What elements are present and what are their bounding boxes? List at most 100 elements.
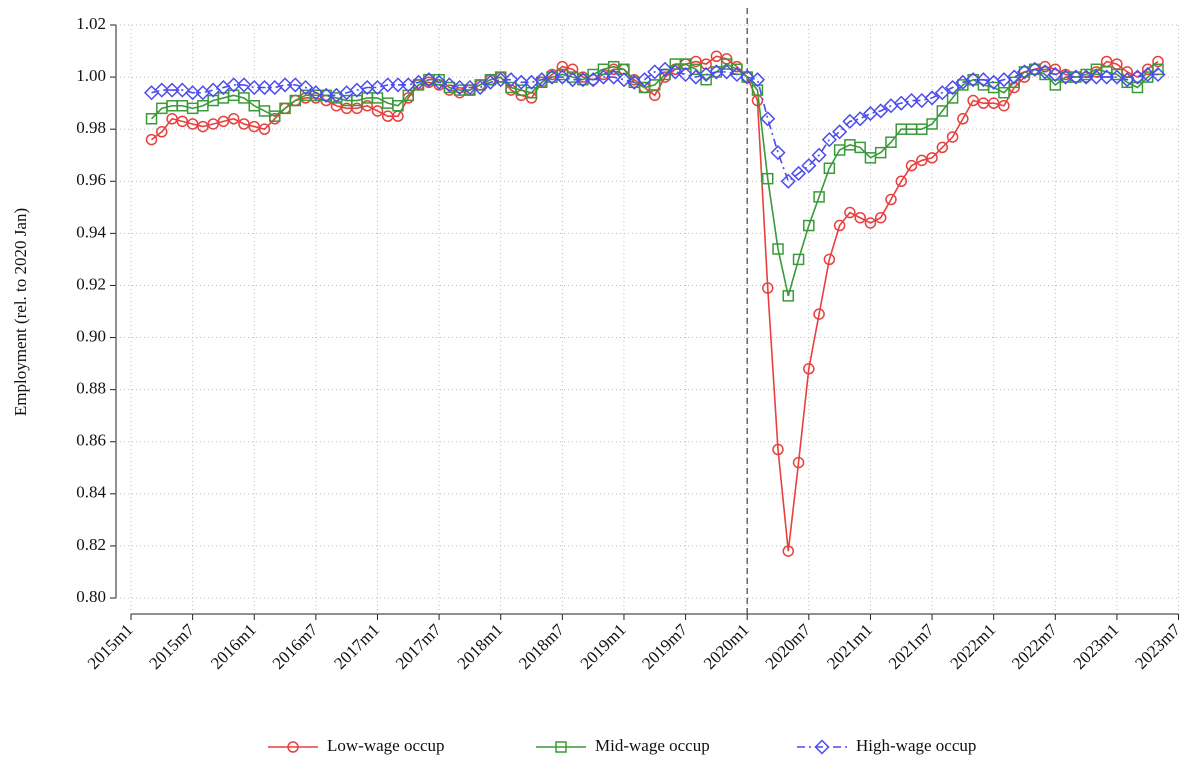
x-tick-label: 2023m7 — [1131, 620, 1180, 673]
x-tick-label: 2017m1 — [330, 620, 383, 673]
legend-label: Mid-wage occup — [595, 736, 710, 755]
marker — [554, 69, 570, 85]
marker — [1131, 81, 1144, 94]
marker — [513, 74, 529, 90]
marker — [852, 111, 868, 127]
marker — [1039, 68, 1051, 81]
marker — [780, 173, 796, 189]
marker — [269, 110, 281, 122]
marker — [351, 102, 363, 115]
y-tick-label: 0.80 — [76, 587, 106, 606]
marker — [719, 64, 735, 80]
marker — [821, 132, 837, 148]
marker — [854, 141, 866, 154]
marker — [227, 113, 240, 125]
x-tick-label: 2022m7 — [1008, 620, 1061, 673]
marker — [1141, 71, 1154, 83]
x-tick-label: 2020m7 — [762, 620, 815, 673]
marker — [452, 79, 468, 96]
marker — [392, 99, 404, 112]
x-tick-label: 2018m1 — [453, 620, 506, 673]
marker — [792, 253, 805, 266]
marker — [248, 120, 260, 133]
y-axis-label: Employment (rel. to 2020 Jan) — [11, 208, 30, 416]
marker — [279, 102, 291, 115]
marker — [965, 72, 981, 88]
marker — [1047, 66, 1063, 83]
marker — [154, 82, 170, 98]
x-tick-label: 2017m7 — [392, 620, 445, 673]
marker — [1049, 79, 1062, 91]
marker — [462, 79, 478, 96]
marker — [616, 72, 632, 88]
marker — [885, 136, 897, 148]
marker — [708, 64, 724, 80]
marker — [690, 63, 702, 76]
marker — [1027, 61, 1043, 77]
marker — [207, 118, 219, 130]
marker — [803, 363, 815, 375]
marker — [926, 118, 938, 130]
marker — [761, 282, 774, 294]
x-tick-label: 2015m1 — [84, 620, 137, 673]
marker — [441, 77, 457, 93]
marker — [371, 105, 384, 117]
marker — [164, 82, 180, 98]
x-tick-label: 2019m7 — [638, 620, 691, 673]
marker — [811, 147, 827, 163]
y-tick-label: 1.00 — [76, 66, 106, 85]
marker — [156, 126, 168, 138]
marker — [936, 141, 949, 154]
marker — [998, 86, 1010, 99]
marker — [238, 92, 250, 104]
marker — [749, 72, 766, 88]
marker — [792, 456, 805, 469]
marker — [1068, 69, 1084, 85]
marker — [308, 85, 324, 101]
marker — [678, 66, 694, 83]
marker — [760, 111, 776, 127]
y-tick-label: 0.88 — [76, 379, 106, 398]
marker — [1099, 69, 1115, 85]
marker — [945, 79, 961, 96]
marker — [751, 84, 764, 96]
marker — [864, 217, 877, 229]
x-tick-label: 2020m1 — [700, 620, 753, 673]
marker — [1111, 68, 1123, 81]
x-tick-label: 2016m7 — [269, 620, 322, 673]
series-line — [151, 68, 1158, 183]
x-tick-label: 2019m1 — [577, 620, 630, 673]
marker — [421, 72, 437, 88]
marker — [359, 79, 375, 96]
marker — [823, 162, 836, 174]
marker — [1140, 66, 1156, 83]
marker — [998, 99, 1010, 112]
marker — [1006, 69, 1022, 85]
marker — [739, 69, 755, 85]
marker — [493, 72, 509, 88]
marker — [525, 86, 538, 99]
marker — [595, 69, 611, 85]
marker — [975, 72, 991, 88]
marker — [606, 69, 622, 85]
marker — [186, 118, 199, 130]
marker — [575, 72, 591, 88]
marker — [226, 77, 242, 93]
marker — [987, 97, 1000, 109]
marker — [145, 113, 158, 125]
marker — [176, 115, 189, 128]
marker — [667, 64, 683, 80]
y-tick-label: 0.94 — [76, 222, 106, 241]
legend-item: Low-wage occup — [268, 736, 445, 755]
marker — [636, 72, 653, 88]
marker — [710, 50, 723, 63]
marker — [390, 77, 406, 93]
marker — [761, 172, 774, 185]
marker — [287, 77, 303, 93]
marker — [934, 85, 950, 101]
y-tick-label: 0.96 — [76, 170, 106, 189]
marker — [957, 113, 969, 125]
marker — [649, 79, 661, 91]
marker — [258, 123, 271, 135]
marker — [1109, 69, 1125, 85]
